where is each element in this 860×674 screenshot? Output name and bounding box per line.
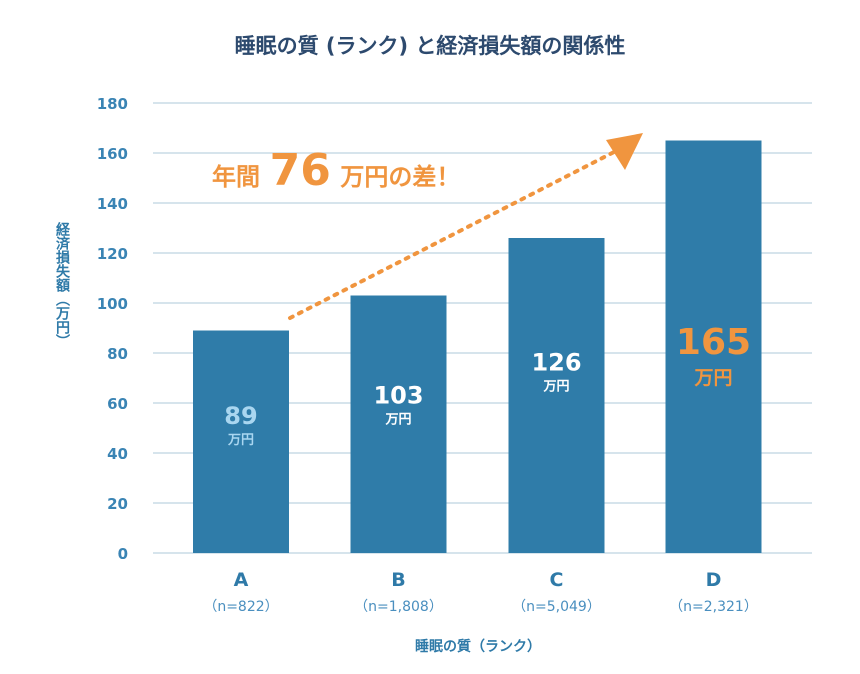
bar-A [193,330,289,553]
y-tick-label: 180 [97,95,128,113]
y-axis-label: 経済損失額（万円） [54,221,71,348]
annotation-number: 76 [270,145,331,196]
bar-unit-label: 万円 [693,367,732,389]
bars: 89 万円 103 万円 126 万円 165 万円 [193,140,762,553]
bar-B [350,295,447,553]
bar-D [665,140,762,553]
x-category-label: C [550,569,564,591]
x-category-label: D [706,569,722,591]
x-category-label: A [234,569,249,591]
x-category-label: B [391,569,405,591]
y-tick-label: 160 [97,145,128,163]
annotation-suffix: 万円の差！ [340,163,460,191]
bar-unit-label: 万円 [542,379,569,394]
y-tick-label: 140 [97,195,128,213]
x-axis-categories: A （n=822） B （n=1,808） C （n=5,049） D （n=2,321） [203,569,758,615]
chart-title: 睡眠の質 (ランク) と経済損失額の関係性 [235,34,626,58]
sample-size-label: （n=5,049） [512,599,601,615]
bar-C [508,238,605,553]
x-axis-label: 睡眠の質（ランク） [415,638,541,655]
y-tick-label: 20 [107,495,128,513]
annotation-prefix: 年間 [212,163,260,191]
dotted-arrow-line [288,148,620,320]
sample-size-label: （n=822） [203,599,278,615]
y-tick-label: 100 [97,295,128,313]
annotation: 年間 76 万円の差！ [212,145,460,196]
sample-size-label: （n=2,321） [669,599,758,615]
sample-size-label: （n=1,808） [354,599,443,615]
bar-value-label: 126 [531,348,581,376]
y-tick-label: 0 [118,545,128,563]
trend-arrow [288,133,643,320]
bar-value-label: 165 [676,322,751,363]
y-tick-label: 40 [107,445,128,463]
bar-unit-label: 万円 [227,433,254,448]
bar-value-label: 103 [373,382,423,410]
y-tick-label: 60 [107,395,128,413]
bar-value-label: 89 [224,402,257,430]
y-tick-label: 80 [107,345,128,363]
y-tick-label: 120 [97,245,128,263]
bar-unit-label: 万円 [384,413,411,428]
arrow-head-icon [606,133,643,170]
y-axis-ticks: 0 20 40 60 80 100 120 140 160 180 [97,95,128,563]
